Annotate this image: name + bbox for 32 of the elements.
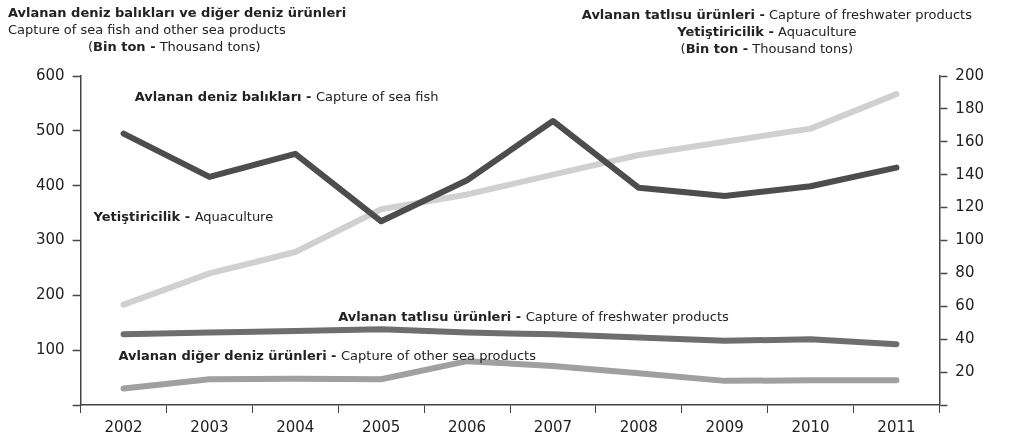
- y2-tick-label: 160: [955, 131, 985, 150]
- y2-tick-label: 80: [955, 263, 975, 282]
- y2-tick-label: 180: [955, 98, 985, 117]
- y2-tick-label: 120: [955, 197, 985, 216]
- x-tick-label: 2002: [104, 417, 143, 436]
- x-tick-label: 2007: [533, 417, 573, 436]
- x-tick-label: 2011: [877, 417, 916, 436]
- x-tick-label: 2003: [190, 417, 229, 436]
- y2-tick-label: 200: [955, 65, 985, 84]
- series-label: Avlanan tatlısu ürünleri - Capture of freshwater products: [338, 308, 730, 324]
- x-tick-label: 2010: [791, 417, 830, 436]
- x-tick-label: 2006: [447, 417, 487, 436]
- y2-tick-label: 20: [955, 361, 975, 380]
- y-tick-label: 200: [35, 285, 65, 304]
- x-tick-label: 2005: [362, 417, 401, 436]
- y2-tick-label: 140: [955, 164, 985, 183]
- x-tick-label: 2009: [705, 417, 744, 436]
- y-tick-label: 400: [35, 175, 65, 194]
- text: Yetiştiricilik - Aquaculture: [92, 208, 274, 224]
- x-tick-label: 2004: [276, 417, 315, 436]
- series-label: Avlanan diğer deniz ürünleri - Capture of other sea products: [118, 348, 537, 364]
- y-tick-label: 600: [35, 65, 65, 84]
- text: Avlanan tatlısu ürünleri - Capture of freshwater products Yetiştiricilik - Aquaculture (Bin ton - Thousand tons): [581, 7, 972, 56]
- y2-tick-label: 60: [955, 296, 975, 315]
- y2-tick-label: 40: [955, 329, 975, 348]
- y-tick-label: 500: [35, 120, 65, 139]
- y-tick-label: 300: [35, 230, 65, 249]
- y2-tick-label: 100: [955, 230, 985, 249]
- y-tick-label: 100: [35, 340, 65, 359]
- text: Avlanan deniz balıkları - Capture of sea fish: [134, 89, 439, 105]
- y-axis-title: Avlanan deniz balıkları ve diğer deniz ürünleri Capture of sea fish and other sea products (Bin ton - Thousand tons): [8, 5, 347, 55]
- x-tick-label: 2008: [619, 417, 658, 436]
